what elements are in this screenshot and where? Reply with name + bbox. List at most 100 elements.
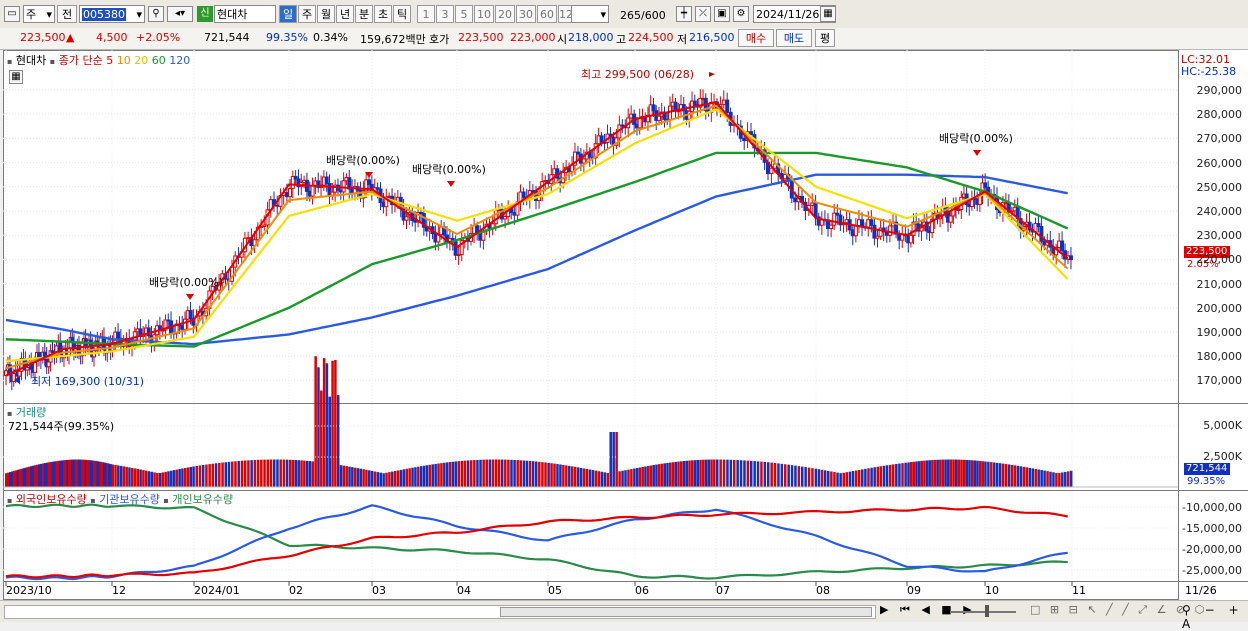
interval-button[interactable]: 1 <box>417 5 435 23</box>
holding-tick: -10,000,00 <box>1182 501 1242 514</box>
interval-button[interactable]: 60 <box>537 5 557 23</box>
prev-button[interactable]: 전 <box>57 5 77 23</box>
volume-bar <box>739 460 743 487</box>
dividend-note: 배당락(0.00%) <box>939 132 1013 145</box>
volume-bar <box>981 461 985 487</box>
volume-bar <box>81 459 84 487</box>
playback-controls[interactable]: ▶ ⏮ ◀ ■ ▶ <box>880 603 976 616</box>
volume-bar <box>12 470 16 487</box>
volume-bar <box>559 464 562 487</box>
volume-bar <box>713 459 716 487</box>
speaker-icon[interactable]: ◂▾ <box>167 6 193 22</box>
period-button[interactable]: 년 <box>336 5 354 23</box>
price-tick: 270,000 <box>1196 132 1243 146</box>
volume-bar <box>14 470 18 487</box>
stock-name-field[interactable]: 현대차 <box>214 5 276 23</box>
volume-bar <box>288 459 292 487</box>
interval-button[interactable]: 20 <box>495 5 515 23</box>
volume-bar <box>405 468 409 487</box>
period-button[interactable]: 월 <box>317 5 335 23</box>
volume-bar <box>635 468 639 487</box>
volume-bar <box>311 461 315 487</box>
volume-bar <box>519 460 523 487</box>
interval-button[interactable]: 30 <box>516 5 536 23</box>
candle <box>930 218 935 234</box>
volume-bar <box>525 460 529 487</box>
volume-bar <box>147 471 151 487</box>
volume-bar <box>30 466 33 487</box>
date-field[interactable]: 2024/11/26 <box>753 5 836 23</box>
candle <box>453 241 458 256</box>
volume-bar <box>1025 467 1029 487</box>
gear-icon[interactable]: ⚙ <box>733 6 749 22</box>
candlestick-icon[interactable]: ┿ <box>676 6 692 22</box>
volume-bar <box>291 459 295 487</box>
low-annotation: 최저 169,300 (10/31) <box>31 375 145 388</box>
volume-bar <box>591 470 595 487</box>
zoom-slider[interactable] <box>950 611 1016 613</box>
interval-button[interactable]: 10 <box>474 5 494 23</box>
volume-bar <box>965 459 969 487</box>
volume-bar <box>485 459 488 487</box>
volume-bar <box>624 470 627 487</box>
interval-button[interactable]: 3 <box>436 5 454 23</box>
chart-area[interactable]: ▪ 현대차 ▪ 종가 단순 5 10 20 60 120 ▦ LC:32.01 … <box>3 50 1248 600</box>
stock-code-input[interactable]: 005380 ▾ <box>79 5 145 23</box>
candle <box>459 240 464 256</box>
volume-bar <box>224 462 228 487</box>
drawing-tools[interactable]: □ ⊞ ⊟ ↖ ╱ ╱ ⤢ ∠ ⊘ ⬡ <box>1030 603 1208 616</box>
volume-bar <box>201 465 205 487</box>
ma5-line <box>5 101 1069 377</box>
volume-bar <box>186 467 190 487</box>
zoom-slider-handle[interactable] <box>985 605 989 617</box>
scroll-track[interactable] <box>4 605 876 619</box>
period-button[interactable]: 일 <box>279 5 297 23</box>
period-button[interactable]: 주 <box>298 5 316 23</box>
volume-bar <box>864 468 867 487</box>
volume-bar <box>144 470 148 487</box>
volume-bar <box>297 460 300 487</box>
volume-bar <box>773 463 777 487</box>
chart-type-icon[interactable]: ▭ <box>4 6 20 22</box>
volume-bar <box>385 472 388 487</box>
scroll-thumb[interactable] <box>500 607 872 617</box>
volume-bar <box>685 460 689 487</box>
volume-bar <box>753 461 756 487</box>
volume-bar <box>218 462 221 487</box>
volume-bar <box>763 461 767 487</box>
volume-bar <box>111 464 114 487</box>
volume-bar <box>414 467 417 487</box>
volume-bar <box>699 459 702 487</box>
calendar-icon[interactable]: ▦ <box>820 6 836 22</box>
candle <box>725 99 730 113</box>
period-button[interactable]: 초 <box>374 5 392 23</box>
volume-bar <box>716 459 719 487</box>
save-icon[interactable]: ▣ <box>714 6 730 22</box>
period-button[interactable]: 분 <box>355 5 373 23</box>
interval-select[interactable]: ▾ <box>571 5 609 23</box>
grid-table-icon[interactable]: ▦ <box>9 70 23 84</box>
legend-ma20: 20 <box>134 54 149 67</box>
eval-button[interactable]: 평 <box>815 29 835 47</box>
period-button[interactable]: 틱 <box>393 5 411 23</box>
crosshair-icon[interactable]: ⤫ <box>695 6 711 22</box>
interval-button[interactable]: 5 <box>455 5 473 23</box>
price-chart-svg[interactable] <box>3 50 1248 600</box>
search-icon[interactable]: ⚲ <box>148 6 164 22</box>
buy-button[interactable]: 매수 <box>738 29 774 47</box>
volume-bar <box>91 460 94 487</box>
volume-bar <box>553 463 556 487</box>
volume-bar <box>817 469 821 487</box>
volume-bar <box>158 472 162 487</box>
volume-bar <box>443 462 446 487</box>
trade-amount: 159,672백만 <box>360 33 426 46</box>
volume-bar <box>978 460 982 487</box>
sell-button[interactable]: 매도 <box>776 29 812 47</box>
period-type-select[interactable]: 주 ▾ <box>23 5 55 23</box>
volume-bar <box>43 463 47 487</box>
zoom-tools[interactable]: ⚲ − + A <box>1182 603 1244 631</box>
volume-bar <box>370 470 374 487</box>
volume-bar <box>214 463 218 487</box>
candle <box>293 175 298 180</box>
price-change: 4,500 <box>96 31 128 44</box>
